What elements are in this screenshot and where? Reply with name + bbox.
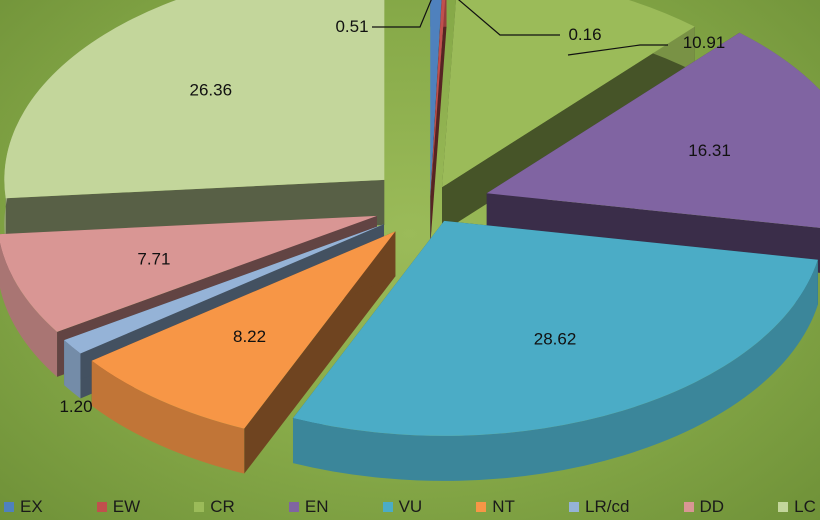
legend-item: LC	[778, 497, 816, 517]
pie-slice-dd	[0, 215, 377, 332]
data-label-lc: 26.36	[189, 81, 232, 100]
legend-label: EX	[20, 497, 43, 516]
data-label-ex: 0.51	[335, 17, 368, 36]
legend-item: CR	[194, 497, 235, 517]
pie-slice-ex	[430, 0, 442, 197]
legend-swatch	[476, 502, 487, 512]
legend-item: EW	[96, 497, 141, 517]
legend-swatch	[4, 502, 14, 512]
legend-item: DD	[683, 497, 725, 517]
leader-line	[567, 44, 668, 56]
legend-label: EW	[112, 497, 141, 516]
legend-item: EN	[288, 497, 329, 517]
legend-swatch	[778, 502, 789, 512]
pie-slice-lrcd	[64, 224, 385, 354]
pie-slice-rim-vu	[292, 259, 818, 481]
legend-label: LC	[794, 497, 816, 516]
pie-slice-side-ew	[430, 0, 447, 242]
legend-label: NT	[492, 497, 515, 516]
pie-slice-rim-dd	[0, 242, 58, 377]
legend-item: LR/cd	[569, 497, 629, 517]
legend-swatch	[194, 502, 205, 512]
legend-item: NT	[476, 497, 515, 517]
pie-slice-cr	[442, 0, 695, 188]
pie-slice-en	[486, 32, 820, 228]
pie-slice-vu	[292, 220, 818, 436]
data-label-cr: 10.91	[683, 33, 726, 52]
legend-swatch	[683, 502, 694, 512]
data-label-dd: 7.71	[137, 250, 170, 269]
legend-label: VU	[398, 497, 423, 516]
legend-label: EN	[304, 497, 329, 516]
data-label-en: 16.31	[688, 141, 731, 160]
data-label-ew: 0.16	[568, 25, 601, 44]
pie-slice-rim-nt	[91, 360, 245, 474]
legend-label: LR/cd	[585, 497, 630, 516]
pie-slice-lc	[4, 0, 385, 199]
legend-label: CR	[210, 497, 235, 516]
data-label-nt: 8.22	[233, 327, 266, 346]
pie-slice-rim-lrcd	[64, 340, 81, 399]
leader-line	[458, 0, 560, 36]
pie-slice-nt	[91, 231, 396, 429]
leader-line	[372, 0, 432, 28]
data-label-lrcd: 1.20	[59, 397, 92, 416]
legend-swatch	[569, 502, 580, 512]
legend-swatch	[382, 502, 393, 512]
legend-item: EX	[4, 497, 43, 517]
legend-swatch	[288, 502, 299, 512]
pie-slice-ew	[430, 0, 446, 197]
pie-chart-plot: 0.51 0.16 10.91 16.31 28.62 8.22 1.20 7.71 26.36	[0, 0, 820, 481]
pie-slice-side-cr	[442, 26, 695, 233]
chart-legend: EX EW CR EN VU NT LR/cd DD LC	[0, 494, 820, 520]
legend-label: DD	[699, 497, 725, 516]
legend-swatch	[96, 502, 107, 512]
legend-item: VU	[382, 497, 423, 517]
data-label-vu: 28.62	[534, 329, 577, 348]
